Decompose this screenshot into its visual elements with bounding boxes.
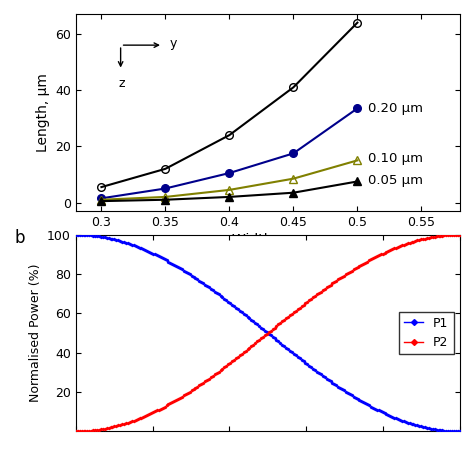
Y-axis label: Length, μm: Length, μm	[36, 73, 50, 152]
Legend: P1, P2: P1, P2	[400, 312, 454, 354]
Y-axis label: Normalised Power (%): Normalised Power (%)	[28, 264, 42, 402]
Text: y: y	[169, 37, 177, 50]
Text: 0.10 μm: 0.10 μm	[368, 153, 423, 165]
Text: z: z	[118, 77, 125, 91]
Text: b: b	[14, 228, 25, 246]
Text: 0.20 μm: 0.20 μm	[368, 102, 423, 115]
Text: 0.05 μm: 0.05 μm	[368, 173, 423, 187]
X-axis label: Width, μm: Width, μm	[232, 233, 303, 247]
